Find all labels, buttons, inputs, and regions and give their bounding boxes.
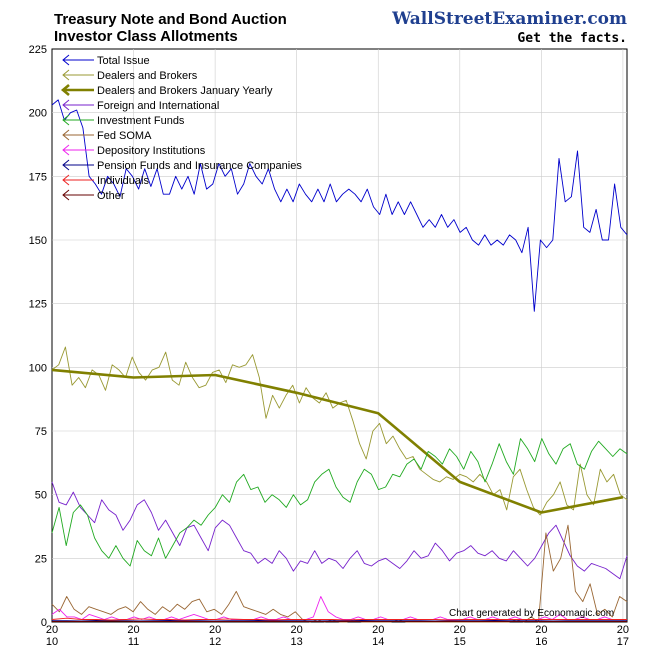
x-tick-label-bottom: 15 <box>454 636 466 648</box>
legend-label-individuals: Individuals <box>97 175 149 187</box>
gridlines <box>52 49 627 622</box>
legend-arrow-pension-funds-and-insurance-companies <box>62 159 70 171</box>
legend-label-depository-institutions: Depository Institutions <box>97 145 206 157</box>
legend-arrow-foreign-and-international <box>62 99 70 111</box>
y-tick-label: 150 <box>29 235 47 247</box>
series-line-individuals <box>51 617 627 621</box>
legend-arrow-total-issue <box>62 54 70 66</box>
y-tick-label: 75 <box>35 426 47 438</box>
x-tick-label-bottom: 11 <box>128 636 139 648</box>
legend-arrow-other <box>62 189 70 201</box>
y-axis: 0 25 50 75 100 125 150 175 200 225 <box>29 44 47 629</box>
legend: Total Issue Dealers and Brokers Dealers an… <box>60 54 302 202</box>
x-tick-label-bottom: 16 <box>535 636 547 648</box>
x-tick-label-top: 20 <box>454 624 466 636</box>
x-tick-label-top: 20 <box>535 624 547 636</box>
legend-arrow-investment-funds <box>62 114 70 126</box>
brand-logo: WallStreetExaminer.com <box>391 9 627 29</box>
legend-arrow-individuals <box>62 174 70 186</box>
legend-arrow-dealers-and-brokers-january-yearly <box>60 84 70 96</box>
legend-label-other: Other <box>97 190 125 202</box>
series-line-pension-funds-and-insurance-companies <box>52 620 627 622</box>
x-tick-label-bottom: 14 <box>372 636 384 648</box>
legend-arrow-dealers-and-brokers <box>62 69 70 81</box>
chart-title-line-2: Investor Class Allotments <box>54 28 238 45</box>
x-tick-label-top: 20 <box>209 624 221 636</box>
y-tick-label: 225 <box>29 44 47 56</box>
legend-label-total-issue: Total Issue <box>97 55 150 67</box>
series-line-fed-soma <box>51 524 628 623</box>
legend-label-pension-funds-and-insurance-companies: Pension Funds and Insurance Companies <box>97 160 302 172</box>
series-line-foreign-and-international <box>51 481 628 580</box>
y-tick-label: 50 <box>35 490 47 502</box>
legend-label-investment-funds: Investment Funds <box>97 115 185 127</box>
legend-arrow-depository-institutions <box>62 144 70 156</box>
x-tick-label-bottom: 17 <box>617 636 629 648</box>
y-tick-label: 25 <box>35 553 47 565</box>
legend-label-dealers-and-brokers-january-yearly: Dealers and Brokers January Yearly <box>97 85 273 97</box>
y-tick-label: 200 <box>29 108 47 120</box>
x-tick-label-top: 20 <box>372 624 384 636</box>
legend-label-fed-soma: Fed SOMA <box>97 130 152 142</box>
y-tick-label: 125 <box>29 299 47 311</box>
legend-label-dealers-and-brokers: Dealers and Brokers <box>97 70 198 82</box>
x-tick-label-bottom: 13 <box>291 636 303 648</box>
x-tick-label-top: 20 <box>46 624 58 636</box>
plot-area <box>51 48 628 623</box>
chart-credit: Chart generated by Economagic.com <box>449 608 614 619</box>
x-tick-label-bottom: 12 <box>209 636 221 648</box>
y-tick-label: 0 <box>41 617 47 629</box>
legend-label-foreign-and-international: Foreign and International <box>97 100 219 112</box>
y-tick-label: 100 <box>29 362 47 374</box>
series-line-total-issue <box>51 99 628 312</box>
y-tick-label: 175 <box>29 171 47 183</box>
series-layer <box>51 99 628 623</box>
chart-title-line-1: Treasury Note and Bond Auction <box>54 11 287 28</box>
x-tick-label-top: 20 <box>127 624 139 636</box>
x-tick-label-top: 20 <box>617 624 629 636</box>
series-line-investment-funds <box>51 438 628 567</box>
series-line-dealers-and-brokers-january-yearly <box>51 368 624 514</box>
legend-arrow-fed-soma <box>62 129 70 141</box>
x-tick-label-bottom: 10 <box>46 636 58 648</box>
brand-slogan: Get the facts. <box>517 31 627 46</box>
x-tick-label-top: 20 <box>291 624 303 636</box>
